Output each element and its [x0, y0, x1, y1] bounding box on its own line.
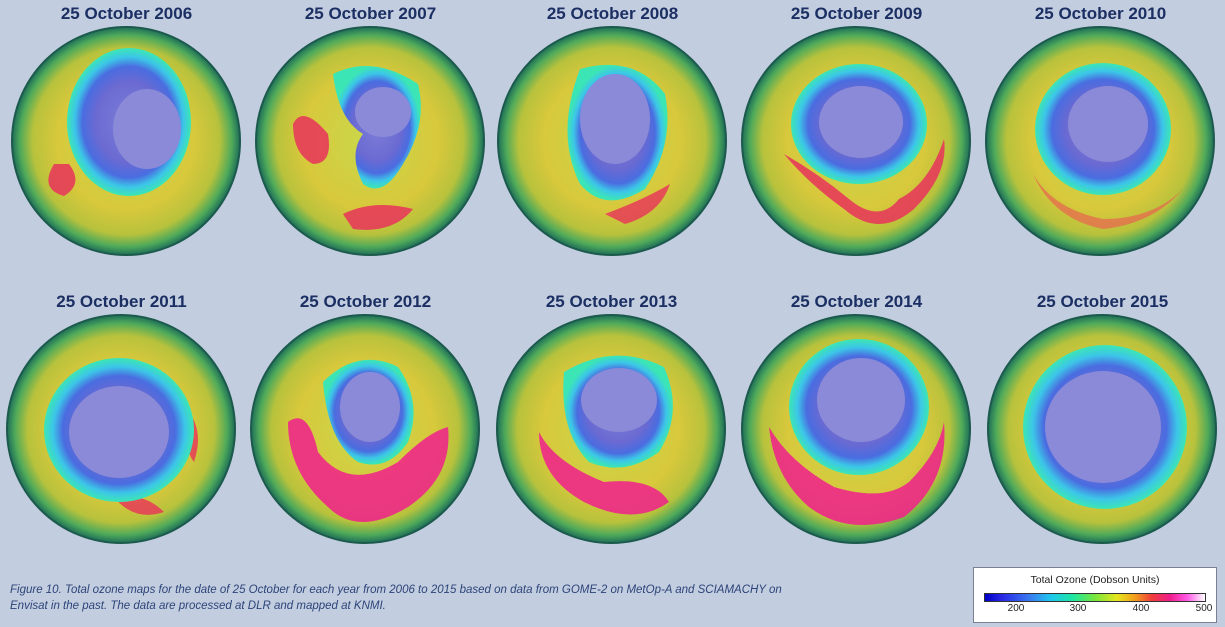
ozone-map-panel: 25 October 2015 [985, 288, 1220, 573]
ozone-globe-image [987, 314, 1217, 544]
ozone-globe-image [497, 26, 727, 256]
legend-tick: 400 [1132, 603, 1150, 614]
ozone-globe-image [6, 314, 236, 544]
ozone-map-panel: 25 October 2008 [495, 0, 730, 285]
map-title: 25 October 2012 [299, 292, 432, 311]
caption-line: Envisat in the past. The data are proces… [10, 600, 386, 612]
ozone-color-legend: Total Ozone (Dobson Units) 200 300 400 5… [973, 567, 1217, 623]
ozone-globe-image [250, 314, 480, 544]
legend-title: Total Ozone (Dobson Units) [1030, 574, 1160, 586]
map-title: 25 October 2015 [1036, 292, 1169, 311]
ozone-globe-image [741, 314, 971, 544]
ozone-map-panel: 25 October 2006 [9, 0, 244, 285]
map-title: 25 October 2011 [56, 292, 187, 311]
ozone-globe-image [11, 26, 241, 256]
map-title: 25 October 2008 [546, 4, 679, 23]
ozone-globe-image [255, 26, 485, 256]
ozone-map-panel: 25 October 2014 [739, 288, 974, 573]
ozone-map-panel: 25 October 2013 [494, 288, 729, 573]
legend-color-bar [984, 593, 1206, 602]
figure-caption: Figure 10. Total ozone maps for the date… [10, 582, 890, 614]
ozone-map-panel: 25 October 2007 [253, 0, 488, 285]
map-title: 25 October 2014 [790, 292, 923, 311]
ozone-map-panel: 25 October 2012 [248, 288, 483, 573]
legend-tick: 300 [1069, 603, 1087, 614]
map-title: 25 October 2013 [545, 292, 678, 311]
legend-tick: 500 [1195, 603, 1213, 614]
map-title: 25 October 2009 [790, 4, 923, 23]
legend-tick: 200 [1007, 603, 1025, 614]
ozone-globe-image [985, 26, 1215, 256]
ozone-map-panel: 25 October 2009 [739, 0, 974, 285]
ozone-map-panel: 25 October 2011 [4, 288, 239, 573]
map-title: 25 October 2010 [1034, 4, 1167, 23]
ozone-globe-image [741, 26, 971, 256]
map-title: 25 October 2007 [304, 4, 437, 23]
map-title: 25 October 2006 [60, 4, 193, 23]
ozone-map-panel: 25 October 2010 [983, 0, 1218, 285]
caption-line: Figure 10. Total ozone maps for the date… [10, 584, 782, 596]
ozone-globe-image [496, 314, 726, 544]
